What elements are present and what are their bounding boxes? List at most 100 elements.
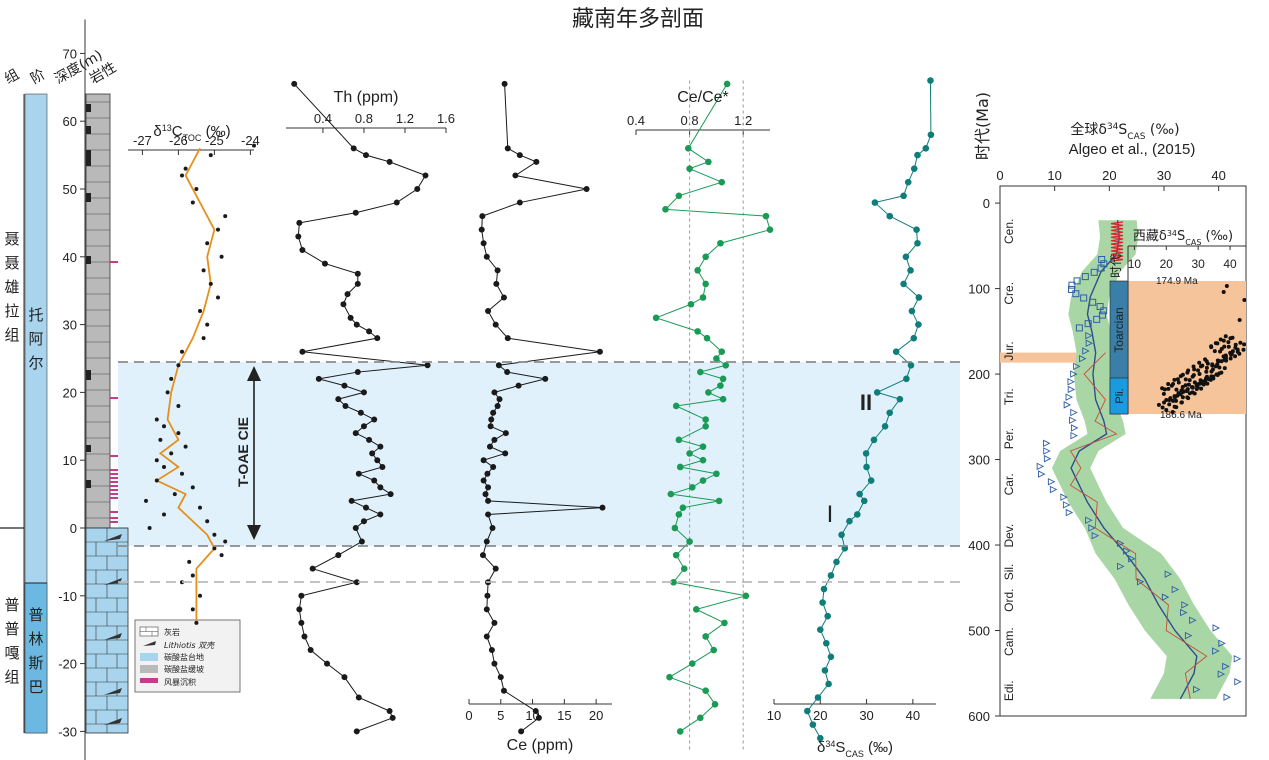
inset-data-point: [1161, 391, 1166, 396]
triangle-marker: [1116, 539, 1125, 548]
y-tick-label: 0: [983, 196, 990, 211]
data-point: [867, 477, 875, 484]
data-point: [856, 490, 863, 498]
data-point: [702, 253, 709, 261]
global-s34-panel: 0 10 20 30 400100200300400500600Cen.Cre.Jur.…: [968, 92, 1247, 724]
data-point: [672, 402, 680, 410]
column-headers: 组 阶 深度(m) 岩性: [2, 47, 119, 87]
data-point: [482, 491, 489, 498]
bivalve-icon: [104, 718, 122, 725]
formation-upper: 聂聂雄拉组: [4, 230, 19, 344]
inset-data-point: [1160, 386, 1165, 391]
y-tick-label: 300: [968, 453, 990, 468]
data-point: [702, 280, 709, 288]
data-point: [422, 172, 429, 179]
global-curve-detail: [1069, 352, 1208, 699]
data-point: [671, 524, 679, 532]
x-tick-label: -27: [133, 133, 152, 148]
inset-data-point: [1226, 340, 1231, 345]
data-point: [723, 80, 731, 88]
stage-label-pli: Pli.: [1114, 388, 1126, 403]
triangle-marker: [1091, 531, 1100, 540]
data-point: [205, 519, 210, 524]
inset-data-point: [1174, 387, 1179, 392]
data-point: [688, 484, 696, 491]
inset-data-point: [1224, 284, 1229, 288]
data-point: [504, 145, 511, 152]
formation-column: 聂聂雄拉组 普普嘎组: [0, 94, 25, 733]
inset-data-point: [1180, 395, 1185, 400]
data-point: [902, 253, 910, 261]
inset-data-point: [1215, 372, 1220, 377]
data-point: [176, 363, 181, 368]
data-point: [486, 443, 493, 450]
data-point: [307, 647, 314, 654]
legend-label: 风暴沉积: [164, 677, 196, 687]
data-point: [480, 477, 487, 484]
age-bottom-label: 186.6 Ma: [1160, 410, 1202, 421]
x-tick-label: 0.4: [627, 113, 645, 128]
data-point: [504, 369, 511, 376]
legend-item-platform: 碳酸盐台地: [140, 652, 204, 662]
data-point: [350, 145, 357, 152]
inset-data-point: [1156, 402, 1161, 407]
square-marker: [1098, 311, 1106, 319]
x-tick-label: 1.6: [437, 111, 455, 126]
inset-data-point: [1199, 379, 1204, 384]
inset-data-point: [1162, 400, 1167, 405]
data-point: [205, 322, 210, 327]
bivalve-icon: [104, 688, 122, 695]
data-point: [670, 578, 677, 586]
data-point: [713, 470, 720, 478]
data-point: [892, 348, 900, 356]
legend-label: 碳酸盐缓坡: [164, 664, 204, 674]
segment-label-II: II: [860, 390, 872, 415]
legend-label: 灰岩: [164, 627, 180, 637]
inset-data-point: [1167, 402, 1172, 407]
legend: 灰岩 Lithiotis 双壳 碳酸盐台地 碳酸盐缓坡 风暴沉积: [134, 619, 241, 693]
triangle-marker: [1073, 362, 1081, 371]
data-point: [711, 700, 719, 708]
triangle-marker: [1043, 454, 1052, 463]
inset-data-point: [1212, 349, 1217, 354]
legend-label: 碳酸盐台地: [164, 652, 204, 662]
stage-column: 托阿尔 普林斯巴: [24, 93, 48, 734]
data-point: [299, 247, 306, 254]
inset-data-point: [1174, 398, 1179, 403]
data-point: [535, 714, 542, 721]
data-point: [223, 539, 228, 544]
data-point: [321, 260, 328, 267]
inset-data-point: [1228, 336, 1233, 341]
toae-band: [118, 362, 960, 546]
data-point: [353, 579, 360, 586]
inset-data-point: [1221, 354, 1226, 359]
inset-data-point: [1237, 318, 1242, 322]
data-point: [722, 361, 730, 369]
triangle-marker: [1047, 478, 1056, 486]
triangle-marker: [1036, 462, 1045, 471]
inset-data-point: [1200, 363, 1205, 368]
triangle-marker: [1069, 416, 1077, 424]
d13c-axis-title: δ13CTOC (‰): [153, 123, 230, 143]
data-point: [369, 450, 376, 457]
data-point: [827, 653, 835, 661]
data-point: [219, 254, 224, 259]
inset-data-point: [1201, 382, 1206, 387]
inset-data-point: [1190, 385, 1195, 390]
data-point: [154, 458, 159, 463]
inset-data-point: [1207, 377, 1212, 382]
inset-data-point: [1219, 359, 1224, 364]
inset-y-axis-title: 时代: [1109, 254, 1123, 278]
data-point: [820, 585, 828, 593]
data-point: [833, 558, 840, 566]
data-point: [386, 708, 393, 715]
data-point: [488, 416, 495, 423]
data-point: [354, 280, 361, 287]
period-label: Dev.: [1002, 524, 1016, 548]
data-point: [922, 145, 930, 152]
data-point: [492, 321, 499, 328]
data-point: [493, 280, 500, 287]
data-point: [886, 409, 894, 417]
square-marker: [1075, 324, 1083, 332]
data-point: [205, 241, 210, 246]
